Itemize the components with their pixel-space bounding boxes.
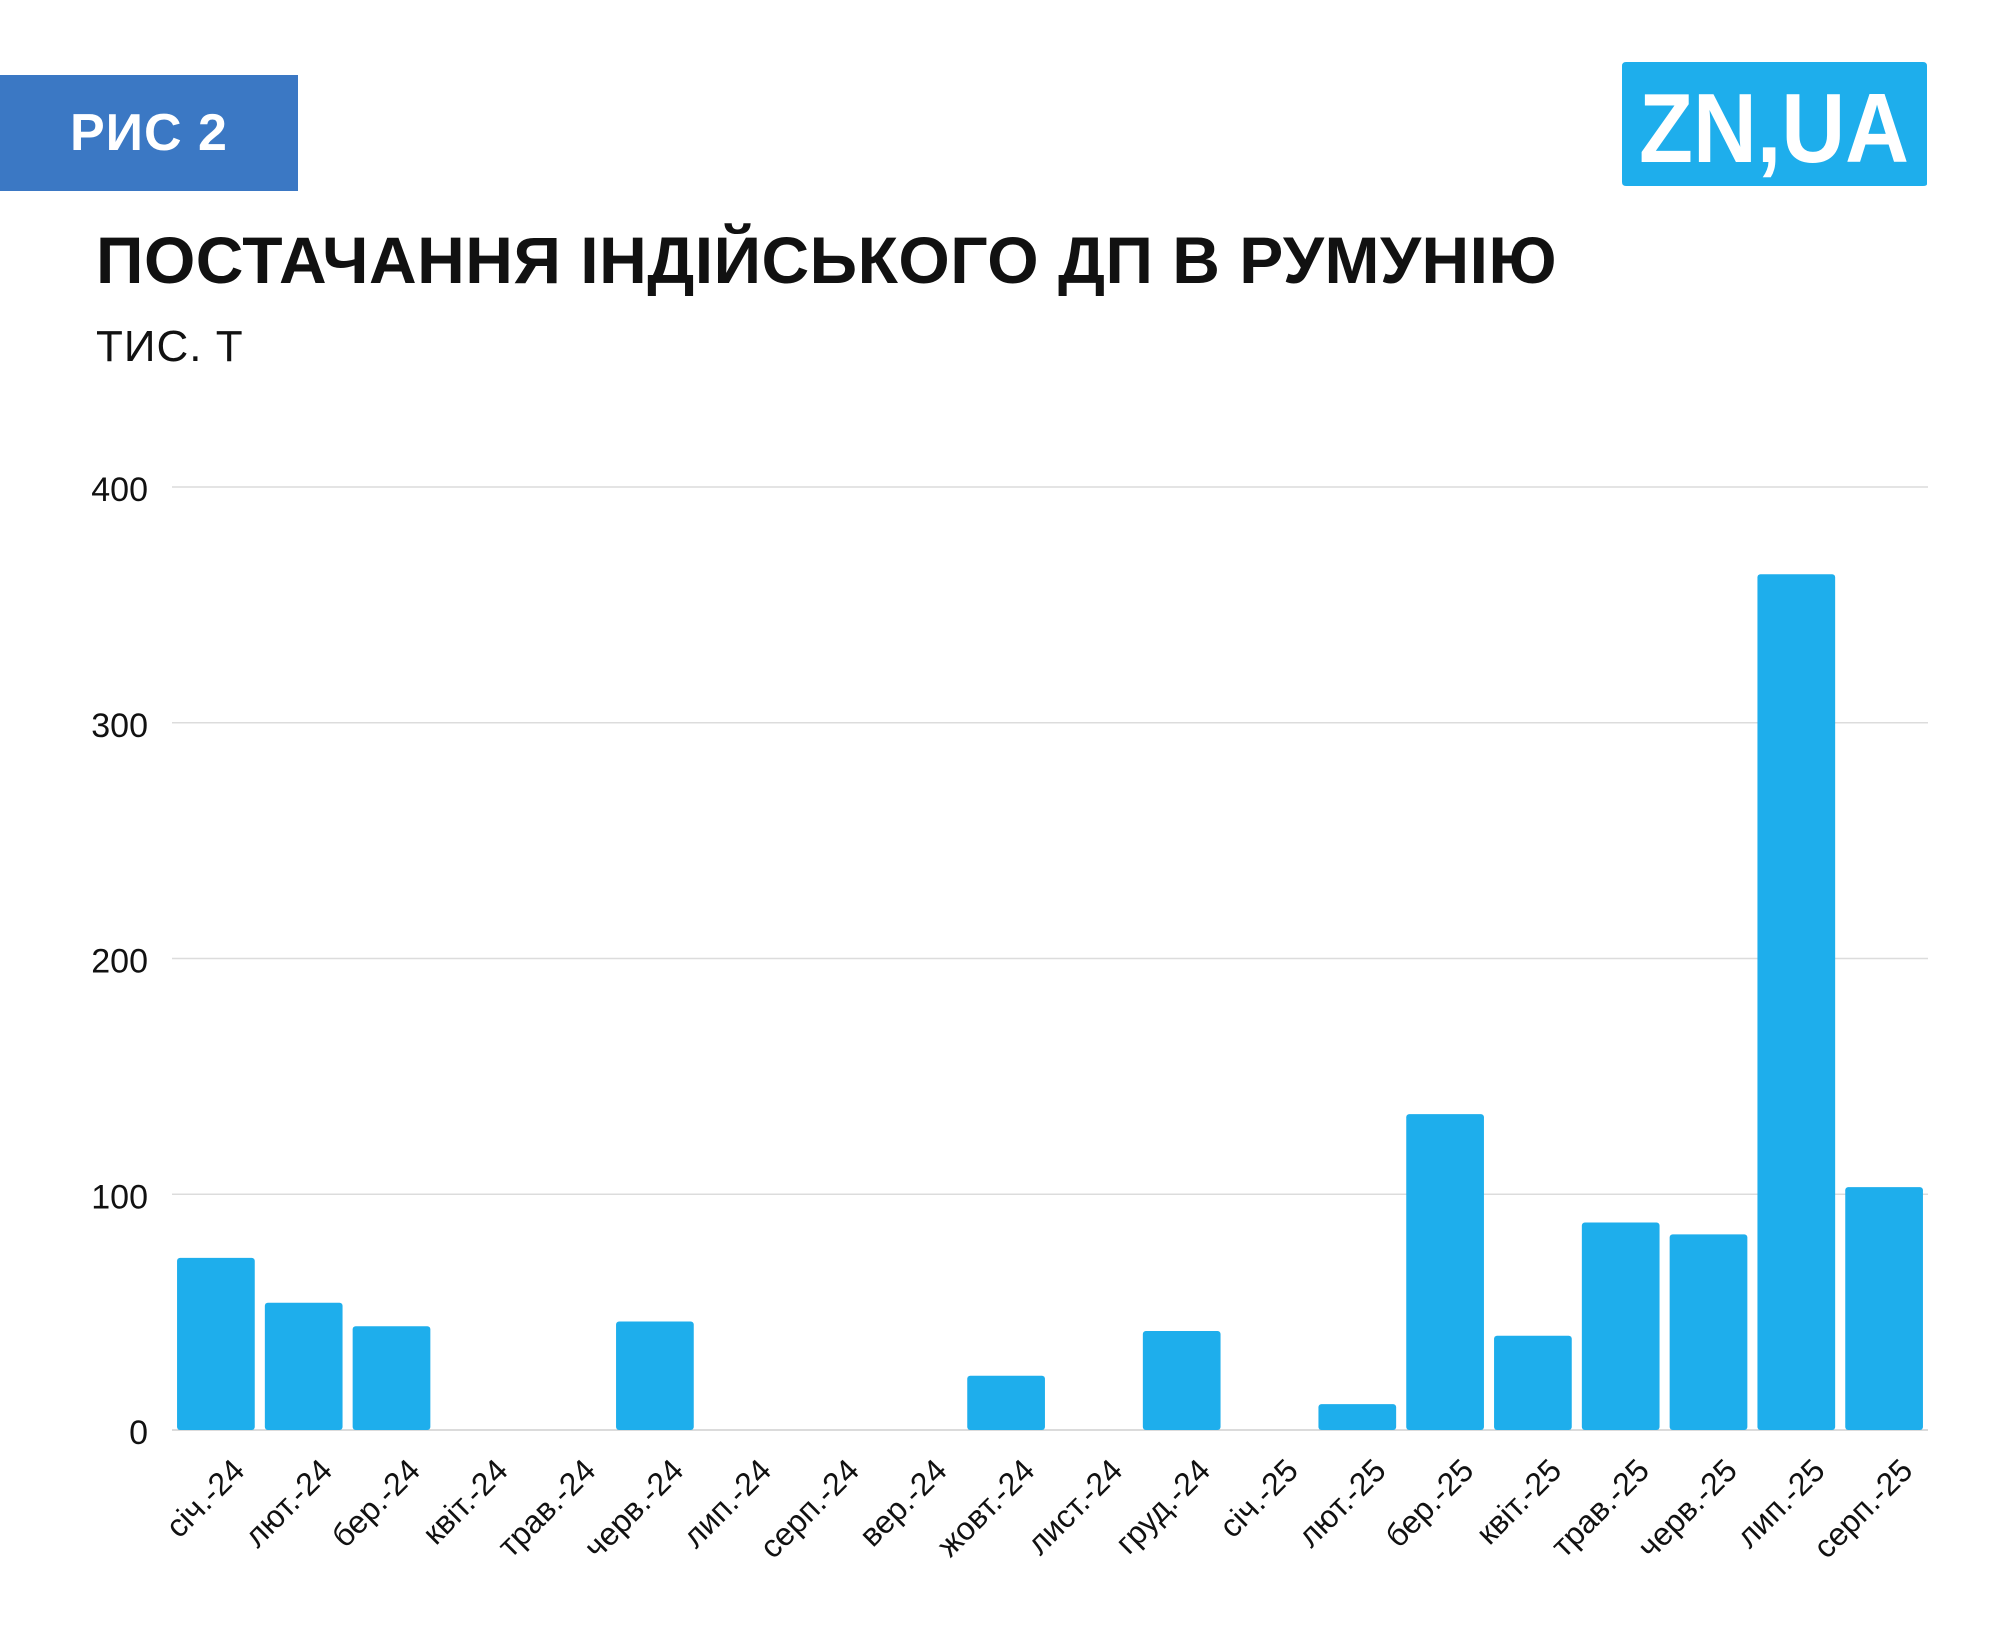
bar-11 [1142,1330,1221,1430]
bar-19 [1845,1187,1923,1430]
x-tick-label: груд.-24 [1108,1452,1217,1561]
x-tick-label: бер.-24 [325,1452,427,1554]
x-tick-label: лют.-25 [1291,1452,1393,1554]
x-tick-label: жовт.-24 [930,1452,1042,1564]
bar-9 [967,1375,1045,1430]
y-tick-label: 300 [91,707,148,745]
x-tick-label: серп.-24 [753,1452,866,1565]
x-tick-label: лист.-24 [1020,1452,1129,1561]
x-tick-label: бер.-25 [1378,1452,1480,1554]
y-tick-label: 200 [91,943,148,981]
bar-16 [1581,1222,1660,1430]
bar-17 [1669,1234,1748,1430]
logo-text: ZN,UA [1639,73,1909,183]
bar-15 [1494,1335,1572,1430]
bar-14 [1406,1114,1484,1430]
y-axis-ticks: 0 100 200 300 400 [91,471,148,1452]
gridlines [172,486,1928,1431]
logo-speech-bubble [1622,62,1927,186]
bar-0 [177,1257,255,1430]
figure-badge: РИС 2 [0,75,298,191]
bar-1 [264,1302,343,1430]
x-axis-ticks: січ.-24лют.-24бер.-24квіт.-24трав.-24чер… [159,1452,1920,1565]
y-tick-label: 400 [91,471,148,509]
x-tick-label: січ.-24 [159,1452,252,1545]
zn-ua-logo: ZN,UA [1622,62,1927,186]
bar-13 [1318,1404,1397,1430]
bar-2 [352,1326,431,1430]
y-tick-label: 0 [129,1414,148,1452]
x-tick-label: січ.-25 [1212,1452,1305,1545]
bar-5 [616,1321,694,1430]
chart-title: ПОСТАЧАННЯ ІНДІЙСЬКОГО ДП В РУМУНІЮ [96,223,1558,297]
bar-18 [1757,574,1836,1430]
x-tick-label: серп.-25 [1806,1452,1919,1565]
chart-unit: ТИС. Т [96,322,244,371]
y-tick-label: 100 [91,1178,148,1216]
bars [177,574,1923,1430]
x-tick-label: лют.-24 [237,1452,339,1554]
figure-badge-label: РИС 2 [70,104,228,162]
